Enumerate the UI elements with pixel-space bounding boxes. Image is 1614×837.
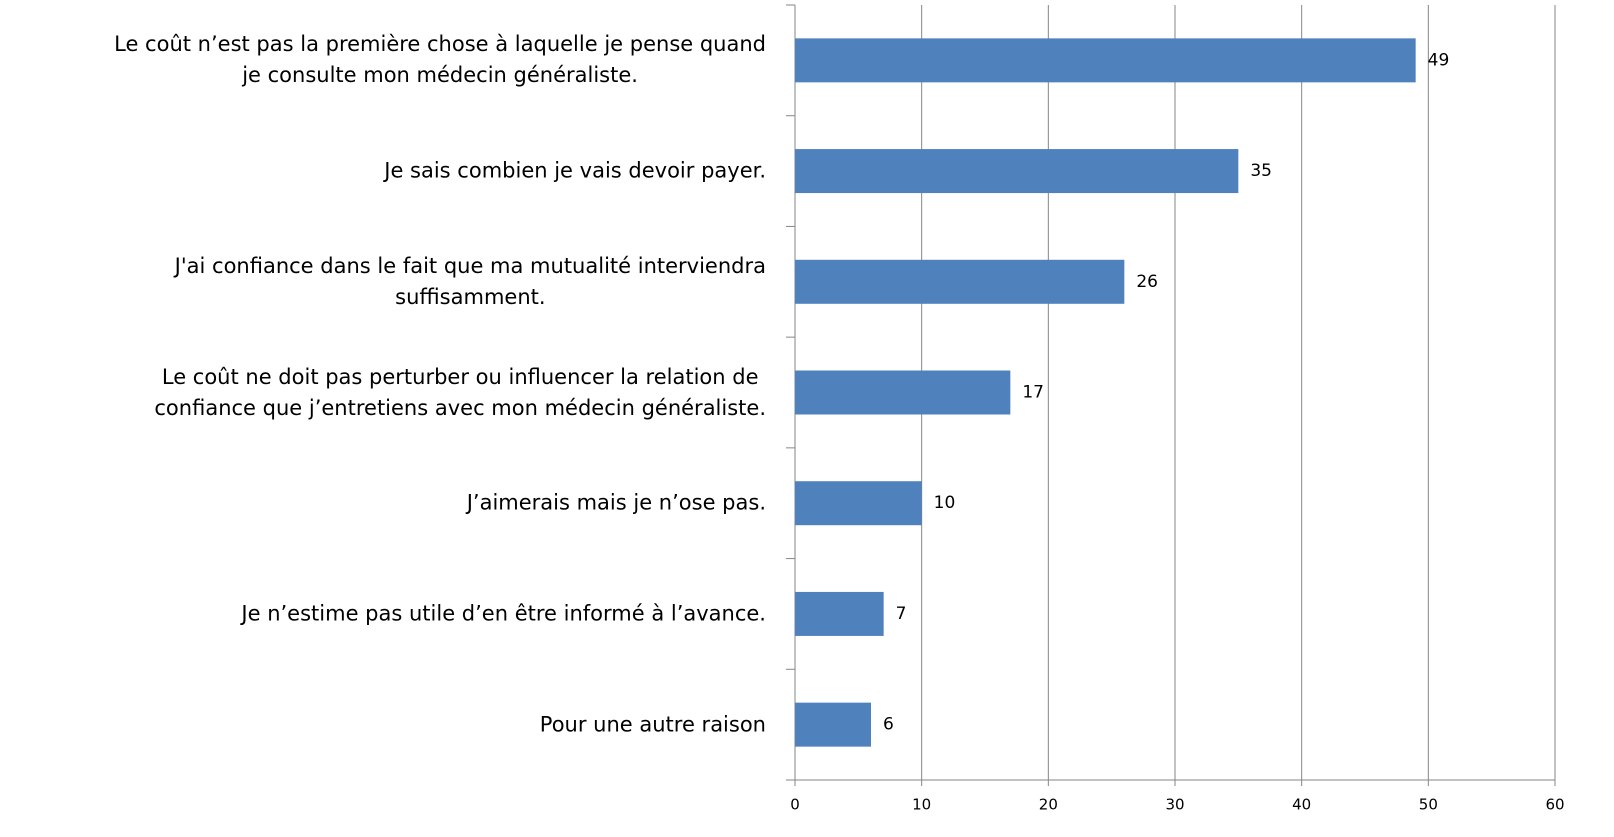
x-tick-label: 60 <box>1545 796 1564 814</box>
bar <box>795 702 871 747</box>
x-tick-label: 20 <box>1039 796 1058 814</box>
bar <box>795 149 1239 194</box>
value-label: 10 <box>934 493 956 513</box>
category-label: Le coût ne doit pas perturber ou influen… <box>154 364 766 420</box>
x-tick-label: 50 <box>1419 796 1438 814</box>
value-label: 35 <box>1250 161 1272 181</box>
category-label: Je n’estime pas utile d’en être informé … <box>241 601 766 626</box>
x-tick-label: 30 <box>1165 796 1184 814</box>
bar <box>795 38 1416 83</box>
bar <box>795 481 922 526</box>
value-label: 17 <box>1022 383 1044 403</box>
category-label: J'ai confiance dans le fait que ma mutua… <box>174 253 766 309</box>
category-label: Je sais combien je vais devoir payer. <box>384 158 766 183</box>
category-label: J’aimerais mais je n’ose pas. <box>466 490 766 515</box>
bar <box>795 370 1011 415</box>
value-label: 6 <box>883 715 894 735</box>
category-label: Le coût n’est pas la première chose à la… <box>114 32 766 88</box>
bar <box>795 259 1125 304</box>
bar <box>795 591 884 636</box>
category-label: Pour une autre raison <box>539 712 766 737</box>
value-label: 7 <box>896 604 907 624</box>
x-tick-label: 0 <box>790 796 800 814</box>
value-label: 49 <box>1428 50 1450 70</box>
value-label: 26 <box>1136 272 1158 292</box>
x-tick-label: 10 <box>912 796 931 814</box>
x-tick-label: 40 <box>1292 796 1311 814</box>
